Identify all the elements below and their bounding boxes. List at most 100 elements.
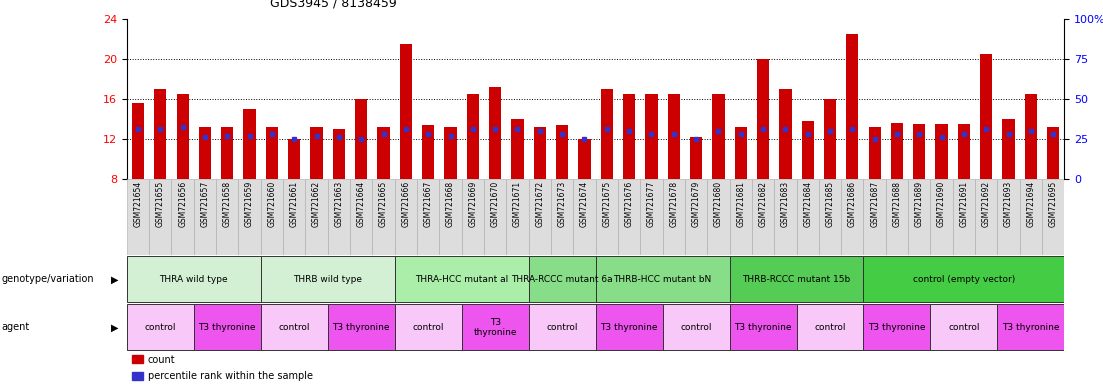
Text: GSM721694: GSM721694 — [1027, 181, 1036, 227]
Bar — [127, 257, 260, 303]
Bar — [864, 179, 886, 255]
Text: GSM721659: GSM721659 — [245, 181, 254, 227]
Text: GSM721688: GSM721688 — [892, 181, 901, 227]
Bar — [818, 179, 842, 255]
Bar — [328, 304, 395, 350]
Bar — [131, 355, 143, 363]
Text: T3 thyronine: T3 thyronine — [1003, 323, 1060, 332]
Bar — [842, 179, 864, 255]
Text: GSM721655: GSM721655 — [156, 181, 164, 227]
Bar — [171, 179, 194, 255]
Text: T3 thyronine: T3 thyronine — [199, 323, 256, 332]
Text: control (empty vector): control (empty vector) — [913, 275, 1015, 284]
Bar — [194, 179, 216, 255]
Bar — [685, 179, 707, 255]
Bar — [864, 304, 931, 350]
Bar — [528, 257, 596, 303]
Bar — [194, 304, 260, 350]
Text: GSM721672: GSM721672 — [535, 181, 544, 227]
Text: THRA-HCC mutant al: THRA-HCC mutant al — [415, 275, 508, 284]
Bar — [1020, 179, 1042, 255]
Bar — [713, 94, 725, 179]
Bar — [618, 179, 640, 255]
Text: T3 thyronine: T3 thyronine — [600, 323, 657, 332]
Bar — [439, 179, 462, 255]
Bar — [1003, 119, 1015, 179]
Text: control: control — [413, 323, 443, 332]
Bar — [667, 94, 679, 179]
Bar — [886, 179, 908, 255]
Bar — [350, 179, 373, 255]
Text: percentile rank within the sample: percentile rank within the sample — [148, 371, 313, 381]
Bar — [868, 127, 881, 179]
Bar — [377, 127, 389, 179]
Bar — [824, 99, 836, 179]
Bar — [757, 59, 769, 179]
Text: GSM721676: GSM721676 — [624, 181, 633, 227]
Text: genotype/variation: genotype/variation — [1, 274, 94, 285]
Text: GSM721687: GSM721687 — [870, 181, 879, 227]
Bar — [467, 94, 479, 179]
Bar — [953, 179, 975, 255]
Text: GSM721682: GSM721682 — [759, 181, 768, 227]
Bar — [131, 372, 143, 380]
Bar — [846, 34, 858, 179]
Bar — [957, 124, 970, 179]
Bar — [528, 304, 596, 350]
Bar — [462, 304, 528, 350]
Bar — [556, 125, 568, 179]
Text: GSM721691: GSM721691 — [960, 181, 968, 227]
Bar — [601, 89, 613, 179]
Bar — [154, 89, 167, 179]
Text: GSM721675: GSM721675 — [602, 181, 611, 227]
Bar — [306, 179, 328, 255]
Bar — [199, 127, 211, 179]
Text: GSM721662: GSM721662 — [312, 181, 321, 227]
Text: GSM721681: GSM721681 — [736, 181, 746, 227]
Bar — [373, 179, 395, 255]
Bar — [975, 179, 997, 255]
Bar — [596, 304, 663, 350]
Text: GSM721670: GSM721670 — [491, 181, 500, 227]
Bar — [735, 127, 747, 179]
Bar — [216, 179, 238, 255]
Bar — [596, 179, 618, 255]
Text: GSM721664: GSM721664 — [356, 181, 366, 227]
Bar — [997, 179, 1020, 255]
Bar — [596, 257, 729, 303]
Text: GSM721667: GSM721667 — [424, 181, 432, 227]
Text: GSM721692: GSM721692 — [982, 181, 990, 227]
Text: GSM721669: GSM721669 — [469, 181, 478, 227]
Text: ▶: ▶ — [110, 322, 118, 333]
Bar — [779, 89, 792, 179]
Bar — [506, 179, 528, 255]
Bar — [395, 257, 528, 303]
Bar — [149, 179, 171, 255]
Text: count: count — [148, 354, 175, 364]
Bar — [578, 139, 590, 179]
Bar — [623, 94, 635, 179]
Bar — [462, 179, 484, 255]
Text: GSM721660: GSM721660 — [267, 181, 277, 227]
Bar — [328, 179, 350, 255]
Text: GSM721686: GSM721686 — [848, 181, 857, 227]
Bar — [260, 304, 328, 350]
Text: THRB-HCC mutant bN: THRB-HCC mutant bN — [613, 275, 711, 284]
Bar — [574, 179, 596, 255]
Bar — [774, 179, 796, 255]
Bar — [417, 179, 439, 255]
Bar — [931, 304, 997, 350]
Text: GSM721683: GSM721683 — [781, 181, 790, 227]
Text: control: control — [279, 323, 310, 332]
Bar — [663, 304, 729, 350]
Text: GSM721665: GSM721665 — [379, 181, 388, 227]
Bar — [935, 124, 947, 179]
Text: control: control — [144, 323, 176, 332]
Bar — [445, 127, 457, 179]
Text: THRA-RCCC mutant 6a: THRA-RCCC mutant 6a — [512, 275, 613, 284]
Bar — [512, 119, 524, 179]
Text: THRA wild type: THRA wild type — [160, 275, 228, 284]
Text: agent: agent — [1, 322, 30, 333]
Bar — [484, 179, 506, 255]
Text: GSM721666: GSM721666 — [401, 181, 410, 227]
